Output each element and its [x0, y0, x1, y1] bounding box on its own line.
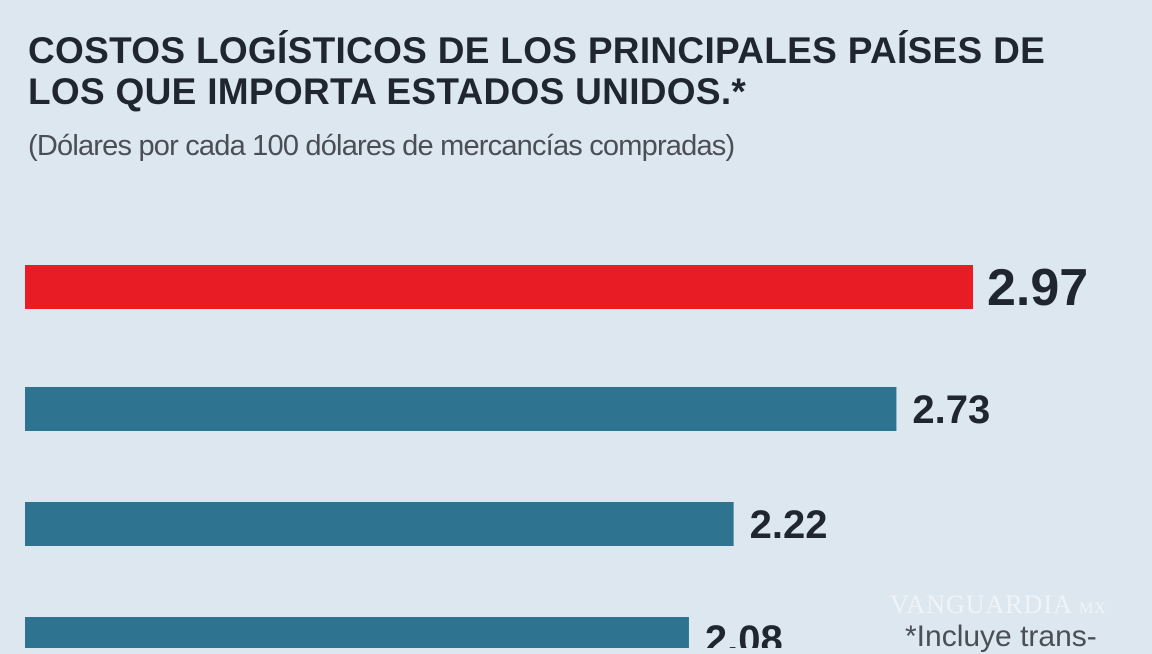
data-label: 2.08	[705, 618, 783, 648]
data-label: 2.73	[912, 388, 990, 432]
data-label: 2.22	[750, 503, 828, 547]
bar	[25, 387, 897, 431]
chart-title-line-1: COSTOS LOGÍSTICOS DE LOS PRINCIPALES PAÍ…	[28, 30, 1046, 71]
bar	[25, 617, 689, 648]
bar	[25, 265, 974, 309]
bar	[25, 502, 734, 546]
chart-subtitle: (Dólares por cada 100 dólares de mercanc…	[28, 130, 735, 162]
watermark-logo: VANGUARDIA MX	[890, 590, 1107, 619]
chart-title: COSTOS LOGÍSTICOS DE LOS PRINCIPALES PAÍ…	[28, 30, 1045, 112]
chart-title-line-2: LOS QUE IMPORTA ESTADOS UNIDOS.*	[28, 71, 747, 112]
footnote: *Incluye trans-	[905, 620, 1097, 653]
data-label: 2.97	[987, 259, 1088, 317]
